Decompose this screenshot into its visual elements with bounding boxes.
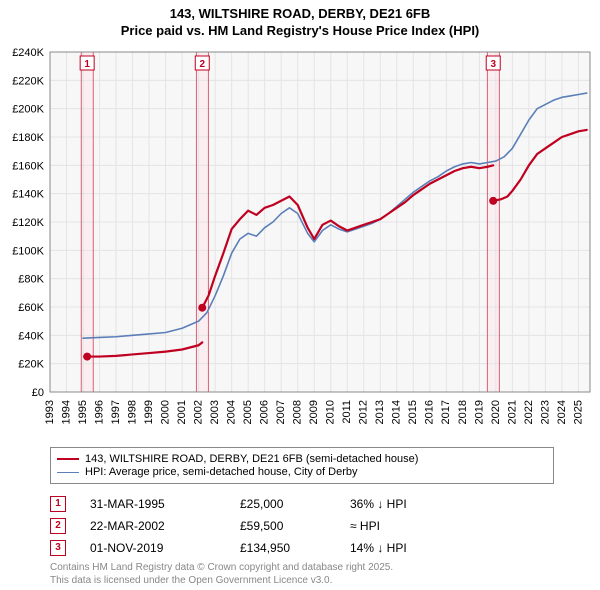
svg-text:1996: 1996 [93,400,105,424]
svg-text:2002: 2002 [193,400,205,424]
svg-text:£220K: £220K [12,75,44,87]
event-delta: ≈ HPI [350,519,460,533]
footer-line-2: This data is licensed under the Open Gov… [50,575,550,588]
svg-text:2016: 2016 [424,400,436,424]
legend: 143, WILTSHIRE ROAD, DERBY, DE21 6FB (se… [50,447,554,484]
svg-text:2003: 2003 [209,400,221,424]
svg-text:£40K: £40K [18,330,44,342]
event-badge: 3 [50,540,66,556]
svg-text:2013: 2013 [374,400,386,424]
legend-swatch [57,472,79,473]
svg-text:1993: 1993 [44,400,56,424]
event-delta: 36% ↓ HPI [350,497,460,511]
svg-text:2021: 2021 [506,400,518,424]
svg-text:2017: 2017 [440,400,452,424]
svg-text:2025: 2025 [572,400,584,424]
event-date: 31-MAR-1995 [90,497,240,511]
svg-text:£180K: £180K [12,132,44,144]
svg-text:2014: 2014 [391,400,403,424]
events-table: 1 31-MAR-1995£25,00036% ↓ HPI 2 22-MAR-2002… [50,490,550,562]
svg-text:2008: 2008 [292,400,304,424]
svg-text:2006: 2006 [259,400,271,424]
svg-text:2007: 2007 [275,400,287,424]
svg-text:2: 2 [199,59,205,70]
svg-text:2018: 2018 [457,400,469,424]
title-line-2: Price paid vs. HM Land Registry's House … [0,23,600,40]
svg-text:2005: 2005 [242,400,254,424]
footer-line-1: Contains HM Land Registry data © Crown c… [50,562,550,575]
svg-text:£140K: £140K [12,189,44,201]
svg-text:1994: 1994 [60,400,72,424]
event-row: 2 22-MAR-2002£59,500≈ HPI [50,518,550,534]
svg-text:1995: 1995 [77,400,89,424]
svg-text:£80K: £80K [18,274,44,286]
svg-text:2010: 2010 [325,400,337,424]
event-delta: 14% ↓ HPI [350,541,460,555]
svg-text:£200K: £200K [12,104,44,116]
svg-text:2011: 2011 [341,400,353,424]
svg-text:1: 1 [84,59,90,70]
legend-label: HPI: Average price, semi-detached house,… [85,466,358,478]
svg-text:1998: 1998 [126,400,138,424]
svg-text:£20K: £20K [18,359,44,371]
event-price: £134,950 [240,541,350,555]
root: 143, WILTSHIRE ROAD, DERBY, DE21 6FB Pri… [0,0,600,590]
event-price: £59,500 [240,519,350,533]
event-price: £25,000 [240,497,350,511]
svg-text:2001: 2001 [176,400,188,424]
svg-text:£100K: £100K [12,245,44,257]
svg-text:2023: 2023 [539,400,551,424]
svg-text:2022: 2022 [523,400,535,424]
event-row: 1 31-MAR-1995£25,00036% ↓ HPI [50,496,550,512]
chart-title: 143, WILTSHIRE ROAD, DERBY, DE21 6FB Pri… [0,0,600,40]
svg-text:£60K: £60K [18,302,44,314]
event-date: 01-NOV-2019 [90,541,240,555]
svg-text:2024: 2024 [556,400,568,424]
legend-swatch [57,458,79,460]
svg-text:£0: £0 [32,387,44,399]
footer: Contains HM Land Registry data © Crown c… [50,562,550,587]
chart-svg: £0 £20K £40K £60K £80K £100K £120K £140K £160K £1… [0,42,600,442]
svg-text:2012: 2012 [358,400,370,424]
svg-text:2009: 2009 [308,400,320,424]
svg-text:2015: 2015 [407,400,419,424]
event-row: 3 01-NOV-2019£134,95014% ↓ HPI [50,540,550,556]
svg-text:2004: 2004 [226,400,238,424]
svg-text:£160K: £160K [12,160,44,172]
svg-text:1999: 1999 [143,400,155,424]
svg-text:£120K: £120K [12,217,44,229]
event-date: 22-MAR-2002 [90,519,240,533]
legend-item: HPI: Average price, semi-detached house,… [57,466,547,478]
title-line-1: 143, WILTSHIRE ROAD, DERBY, DE21 6FB [0,6,600,23]
legend-label: 143, WILTSHIRE ROAD, DERBY, DE21 6FB (se… [85,453,418,465]
event-badge: 2 [50,518,66,534]
svg-text:2000: 2000 [160,400,172,424]
svg-text:2020: 2020 [490,400,502,424]
svg-text:2019: 2019 [473,400,485,424]
svg-text:£240K: £240K [12,47,44,59]
svg-text:3: 3 [490,59,496,70]
chart: £0 £20K £40K £60K £80K £100K £120K £140K £160K £1… [0,42,600,442]
svg-text:1997: 1997 [110,400,122,424]
legend-item: 143, WILTSHIRE ROAD, DERBY, DE21 6FB (se… [57,453,547,465]
event-badge: 1 [50,496,66,512]
